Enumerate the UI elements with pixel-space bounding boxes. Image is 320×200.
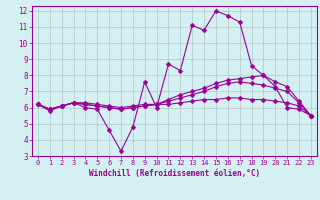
X-axis label: Windchill (Refroidissement éolien,°C): Windchill (Refroidissement éolien,°C) <box>89 169 260 178</box>
